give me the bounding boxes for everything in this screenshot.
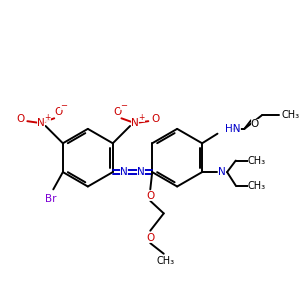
Text: CH₃: CH₃: [157, 256, 175, 266]
Text: CH₃: CH₃: [281, 110, 299, 120]
Text: O: O: [146, 233, 154, 243]
Text: CH₃: CH₃: [248, 181, 266, 190]
Text: N: N: [218, 167, 226, 177]
Text: O: O: [54, 106, 62, 117]
Text: N: N: [120, 167, 128, 177]
Text: O: O: [146, 191, 154, 201]
Text: N: N: [131, 118, 139, 128]
Text: O: O: [151, 114, 159, 124]
Text: −: −: [120, 101, 127, 110]
Text: N: N: [137, 167, 145, 177]
Text: Br: Br: [45, 194, 56, 204]
Text: −: −: [60, 101, 67, 110]
Text: +: +: [138, 113, 145, 122]
Text: HN: HN: [225, 124, 241, 134]
Text: O: O: [16, 114, 25, 124]
Text: +: +: [44, 113, 51, 122]
Text: CH₃: CH₃: [248, 156, 266, 166]
Text: N: N: [37, 118, 45, 128]
Text: O: O: [251, 119, 259, 129]
Text: O: O: [113, 106, 122, 117]
